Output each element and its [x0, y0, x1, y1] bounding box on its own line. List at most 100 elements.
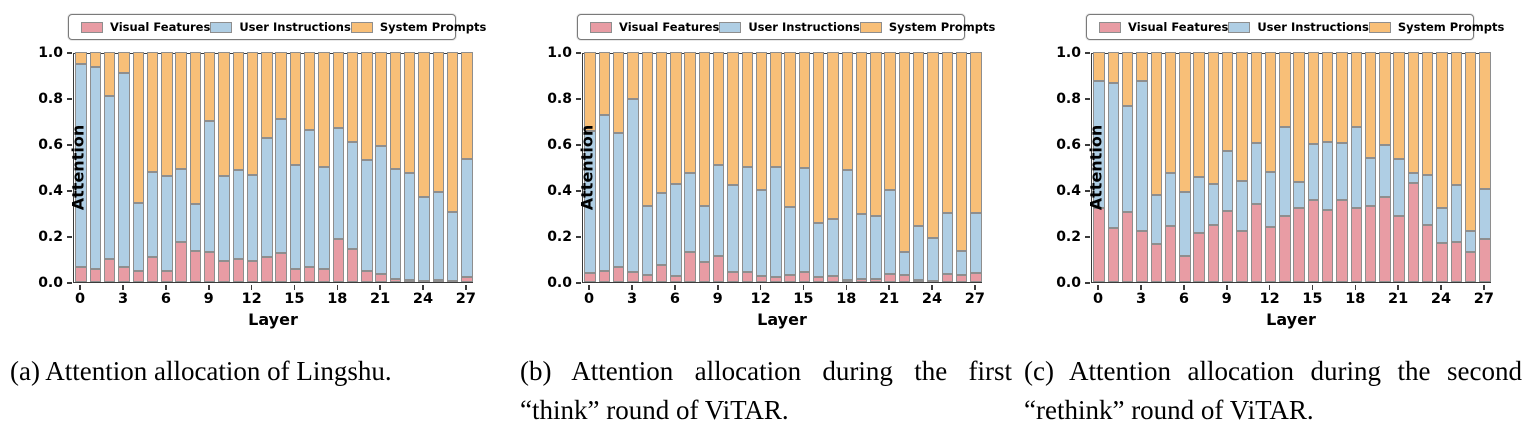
y-tick-mark — [1085, 52, 1090, 54]
user-instructions-segment — [1207, 184, 1220, 225]
stacked-bar — [1236, 52, 1248, 282]
stacked-bar — [841, 52, 853, 282]
stacked-bar — [1207, 52, 1220, 282]
system-prompts-segment — [784, 52, 796, 208]
system-prompts-segment — [584, 52, 596, 132]
plot-box — [582, 52, 982, 283]
system-prompts-segment — [1307, 52, 1320, 144]
visual-features-segment — [655, 264, 668, 282]
stacked-bar — [161, 52, 173, 282]
system-prompts-segment — [146, 52, 159, 172]
legend-item: System Prompts — [350, 20, 486, 34]
x-tick-mark — [250, 284, 253, 290]
visual-features-segment — [104, 259, 116, 282]
y-tick-mark — [576, 98, 581, 100]
system-prompts-segment — [727, 52, 739, 186]
user-instructions-segment — [955, 250, 968, 276]
system-prompts-segment — [246, 52, 259, 176]
user-instructions-segment — [318, 167, 330, 270]
system-prompts-segment — [1236, 52, 1248, 181]
x-tick-label: 3 — [626, 291, 638, 307]
user-instructions-segment — [613, 132, 625, 268]
stacked-bar — [375, 52, 387, 282]
visual-features-segment — [1107, 227, 1120, 282]
visual-features-segment — [684, 252, 696, 282]
stacked-bar — [461, 52, 473, 282]
y-axis-label: Attention — [1086, 124, 1106, 211]
x-tick-mark — [165, 284, 167, 290]
y-axis-label: Attention — [68, 124, 88, 211]
stacked-bar — [1250, 52, 1262, 282]
stacked-bar — [727, 52, 739, 282]
stacked-bar — [1107, 52, 1120, 282]
y-tick-mark — [576, 282, 581, 284]
x-tick-mark — [1097, 284, 1099, 290]
system-prompts-segment — [332, 52, 344, 128]
system-prompts-segment — [389, 52, 402, 170]
system-prompts-segment — [1293, 52, 1305, 182]
visual-features-segment — [670, 276, 682, 282]
visual-features-swatch-icon — [590, 21, 612, 33]
user-instructions-segment — [232, 170, 244, 259]
system-prompts-segment — [1122, 52, 1134, 107]
stacked-bar — [813, 52, 825, 282]
stacked-bar — [432, 52, 444, 282]
visual-features-segment — [1450, 241, 1462, 282]
stacked-bar — [361, 52, 373, 282]
legend-item-label: User Instructions — [748, 20, 860, 34]
user-instructions-segment — [713, 164, 725, 256]
system-prompts-segment — [1322, 52, 1334, 142]
x-tick-label: 18 — [327, 291, 348, 307]
user-instructions-segment — [1250, 142, 1262, 204]
visual-features-segment — [389, 278, 402, 282]
visual-features-swatch-icon — [1099, 21, 1121, 33]
system-prompts-segment — [698, 52, 711, 207]
visual-features-segment — [246, 261, 259, 282]
visual-features-segment — [798, 271, 811, 282]
stacked-bar — [927, 52, 939, 282]
stacked-bar — [318, 52, 330, 282]
system-prompts-segment — [132, 52, 144, 203]
system-prompts-segment — [232, 52, 244, 171]
x-tick-label: 27 — [964, 291, 985, 307]
y-tick-label: 0.8 — [38, 91, 63, 107]
visual-features-segment — [641, 275, 653, 282]
system-prompts-segment — [941, 52, 953, 213]
system-prompts-segment — [755, 52, 768, 190]
x-tick-label: 3 — [1135, 291, 1147, 307]
stacked-bar — [1379, 52, 1391, 282]
user-instructions-segment — [798, 168, 811, 272]
stacked-bar — [1093, 52, 1105, 282]
x-tick-mark — [588, 284, 590, 290]
caption-b: (b) Attention allocation during the firs… — [520, 356, 1012, 425]
system-prompts-segment — [827, 52, 839, 219]
visual-features-segment — [218, 261, 230, 282]
user-instructions-segment — [118, 72, 130, 268]
system-prompts-segment — [261, 52, 273, 139]
y-tick-mark — [1085, 190, 1090, 192]
visual-features-segment — [698, 262, 711, 282]
user-instructions-segment — [1150, 194, 1162, 245]
y-tick-label: 0.6 — [38, 137, 63, 153]
stacked-bar — [1350, 52, 1362, 282]
visual-features-segment — [755, 276, 768, 282]
legend: Visual Features User Instructions System P… — [68, 14, 486, 40]
system-prompts-segment — [432, 52, 444, 193]
visual-features-segment — [1179, 255, 1191, 282]
visual-features-segment — [189, 250, 202, 282]
user-instructions-segment — [898, 252, 911, 276]
user-instructions-segment — [1236, 180, 1248, 232]
visual-features-segment — [1236, 231, 1248, 282]
user-instructions-segment — [884, 190, 896, 274]
legend: Visual Features User Instructions System P… — [577, 14, 995, 40]
system-prompts-segment — [189, 52, 202, 204]
system-prompts-segment — [1479, 52, 1491, 189]
system-prompts-segment — [1179, 52, 1191, 193]
x-tick-mark — [379, 284, 381, 290]
user-instructions-segment — [304, 130, 316, 268]
visual-features-segment — [584, 272, 596, 282]
x-tick-mark — [208, 284, 210, 290]
system-prompts-segment — [1464, 52, 1477, 232]
y-tick-label: 0.0 — [38, 275, 63, 291]
